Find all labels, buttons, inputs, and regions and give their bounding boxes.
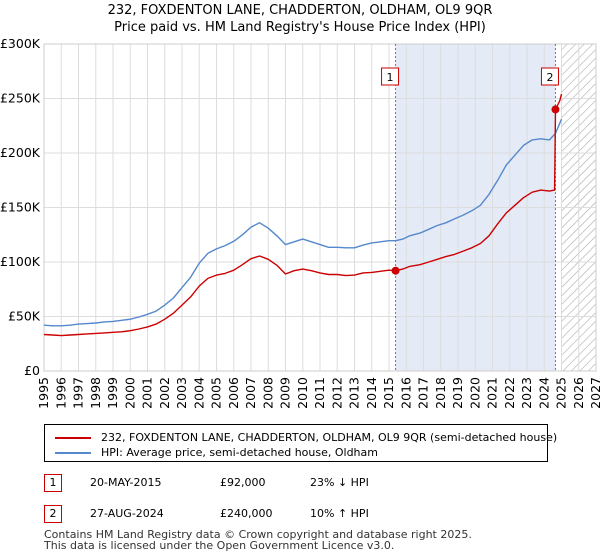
x-tick-label: 2005 bbox=[209, 377, 224, 409]
x-tick-label: 2027 bbox=[588, 377, 600, 409]
legend-label-property: 232, FOXDENTON LANE, CHADDERTON, OLDHAM,… bbox=[101, 431, 558, 444]
x-tick-label: 2022 bbox=[502, 377, 517, 409]
x-tick-label: 2016 bbox=[398, 377, 413, 409]
x-tick-label: 1996 bbox=[53, 377, 68, 409]
x-tick-label: 2021 bbox=[485, 377, 500, 409]
x-tick-label: 2002 bbox=[157, 377, 172, 409]
transaction-price: £92,000 bbox=[220, 476, 266, 489]
x-tick-label: 2019 bbox=[450, 377, 465, 409]
x-tick-label: 2008 bbox=[260, 377, 275, 409]
transaction-date: 27-AUG-2024 bbox=[90, 507, 164, 520]
x-tick-label: 2017 bbox=[416, 377, 431, 409]
footer-copyright: Contains HM Land Registry data © Crown c… bbox=[44, 528, 472, 541]
marker-label: 2 bbox=[546, 71, 553, 84]
marker-label-box bbox=[540, 67, 559, 86]
y-tick-label: £150K bbox=[0, 200, 41, 215]
y-tick-label: £0 bbox=[24, 363, 40, 378]
x-tick-label: 2001 bbox=[140, 377, 155, 409]
chart-subtitle: Price paid vs. HM Land Registry's House … bbox=[114, 20, 486, 35]
x-tick-label: 2013 bbox=[347, 377, 362, 409]
x-tick-label: 1995 bbox=[36, 377, 51, 409]
legend-line-hpi bbox=[55, 452, 91, 454]
x-tick-label: 2026 bbox=[571, 377, 586, 409]
footer: Contains HM Land Registry data © Crown c… bbox=[44, 529, 472, 551]
transaction-badge: 2 bbox=[44, 505, 62, 523]
sale-point bbox=[551, 105, 560, 114]
y-tick-label: £200K bbox=[0, 145, 41, 160]
transaction-date: 20-MAY-2015 bbox=[90, 476, 162, 489]
x-tick-label: 2012 bbox=[329, 377, 344, 409]
chart-title: 232, FOXDENTON LANE, CHADDERTON, OLDHAM,… bbox=[108, 3, 493, 18]
legend: 232, FOXDENTON LANE, CHADDERTON, OLDHAM,… bbox=[44, 424, 557, 462]
y-tick-label: £100K bbox=[0, 254, 41, 269]
marker-label-box bbox=[381, 67, 400, 86]
x-tick-label: 1998 bbox=[88, 377, 103, 409]
y-tick-label: £300K bbox=[0, 36, 41, 51]
y-tick-label: £50K bbox=[8, 309, 41, 324]
chart: 232, FOXDENTON LANE, CHADDERTON, OLDHAM,… bbox=[0, 3, 600, 409]
legend-label-hpi: HPI: Average price, semi-detached house,… bbox=[101, 446, 378, 459]
marker-label: 1 bbox=[387, 71, 394, 84]
x-tick-label: 2023 bbox=[519, 377, 534, 409]
x-tick-label: 2007 bbox=[243, 377, 258, 409]
y-tick-label: £250K bbox=[0, 91, 41, 106]
x-tick-label: 2014 bbox=[364, 377, 379, 409]
property-series-line bbox=[43, 93, 563, 337]
transaction-badge: 1 bbox=[44, 474, 62, 492]
x-tick-label: 2025 bbox=[554, 377, 569, 409]
x-tick-label: 2018 bbox=[433, 377, 448, 409]
transaction-hpi-diff: 10% ↑ HPI bbox=[310, 507, 369, 520]
x-tick-label: 2011 bbox=[312, 377, 327, 409]
hpi-series-line bbox=[43, 118, 563, 327]
x-tick-label: 2004 bbox=[191, 377, 206, 409]
x-tick-label: 2020 bbox=[467, 377, 482, 409]
x-tick-label: 1997 bbox=[71, 377, 86, 409]
legend-line-property bbox=[55, 437, 91, 439]
x-tick-label: 2003 bbox=[174, 377, 189, 409]
transaction-price: £240,000 bbox=[220, 507, 273, 520]
x-tick-label: 2006 bbox=[226, 377, 241, 409]
sale-point bbox=[391, 266, 400, 275]
plot-border bbox=[43, 43, 597, 372]
transaction-hpi-diff: 23% ↓ HPI bbox=[310, 476, 369, 489]
x-tick-label: 2009 bbox=[278, 377, 293, 409]
footer-licence: This data is licensed under the Open Gov… bbox=[44, 539, 395, 552]
x-tick-label: 2024 bbox=[536, 377, 551, 409]
x-tick-label: 2010 bbox=[295, 377, 310, 409]
x-tick-label: 2000 bbox=[122, 377, 137, 409]
x-tick-label: 1999 bbox=[105, 377, 120, 409]
x-tick-label: 2015 bbox=[381, 377, 396, 409]
